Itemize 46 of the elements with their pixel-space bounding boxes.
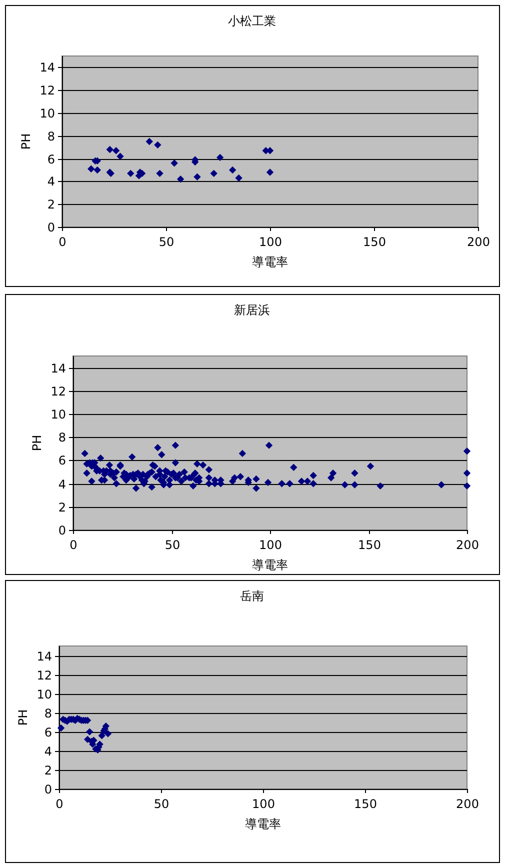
y-tick-label: 12 [36,668,52,682]
y-tick-label: 6 [44,726,52,740]
y-axis-title: PH [16,709,30,726]
x-tick-label: 100 [259,538,282,552]
y-tick-label: 12 [40,84,55,98]
x-tick-label: 50 [158,235,174,249]
x-tick-label: 50 [154,797,170,811]
x-tick-label: 150 [354,797,377,811]
x-tick-label: 150 [363,235,386,249]
x-tick-label: 100 [259,235,282,249]
chart-title: 岳南 [240,589,264,603]
y-tick-label: 8 [58,430,66,444]
y-tick-label: 4 [44,744,52,758]
y-tick-label: 2 [58,500,66,514]
x-axis-title: 導電率 [252,558,288,572]
y-tick-label: 14 [36,650,52,664]
chart-title: 小松工業 [228,14,276,28]
y-axis-title: PH [19,133,33,150]
y-tick-label: 2 [44,764,52,778]
y-tick-label: 0 [47,220,55,234]
y-axis-title: PH [30,434,44,452]
chart-title: 新居浜 [234,303,270,317]
y-tick-label: 8 [47,130,55,144]
y-tick-label: 4 [58,478,66,492]
y-tick-label: 6 [47,152,55,166]
x-tick-label: 50 [164,538,180,552]
y-tick-label: 12 [50,384,66,398]
y-tick-label: 10 [50,408,66,422]
y-tick-label: 8 [44,706,52,720]
x-tick-label: 100 [252,797,275,811]
y-tick-label: 6 [58,454,66,468]
y-tick-label: 4 [47,174,55,188]
x-tick-label: 200 [467,235,490,249]
x-tick-label: 150 [358,538,381,552]
x-tick-label: 200 [456,797,479,811]
x-axis-title: 導電率 [252,255,288,269]
x-tick-label: 200 [456,538,479,552]
y-tick-label: 0 [44,782,52,796]
y-tick-label: 10 [40,106,55,120]
y-tick-label: 0 [58,524,66,538]
y-tick-label: 2 [47,198,55,212]
y-tick-label: 14 [40,60,55,74]
y-tick-label: 10 [36,688,52,702]
x-axis-title: 導電率 [245,817,281,831]
y-tick-label: 14 [50,362,66,376]
x-tick-label: 0 [70,538,78,552]
